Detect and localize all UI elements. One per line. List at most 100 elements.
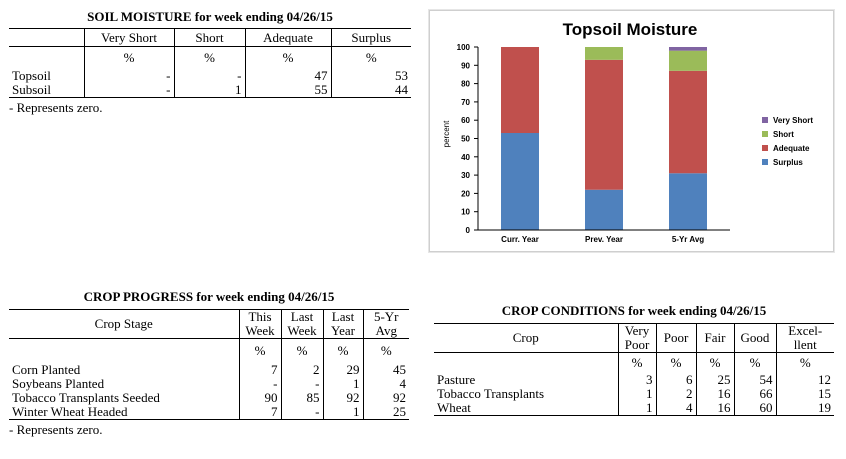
soil-moisture-title: SOIL MOISTURE for week ending 04/26/15 [87, 9, 333, 24]
crop-progress-table: Crop Stage This Last Last 5-Yr Week Week… [9, 309, 409, 420]
crop-conditions-table: Crop Very Poor Fair Good Excel- Poor lle… [434, 323, 834, 416]
table-row: Soybeans Planted - - 1 4 [9, 377, 409, 391]
soil-unit: % [83, 46, 174, 69]
soil-col-header: Surplus [330, 28, 411, 47]
soil-cell: - [83, 69, 174, 83]
x-tick-label: 5-Yr Avg [672, 235, 704, 244]
table-row: Pasture 3 6 25 54 12 [434, 373, 834, 387]
conditions-cell: 60 [733, 401, 776, 416]
table-row: Winter Wheat Headed 7 - 1 25 [9, 405, 409, 420]
conditions-unit: % [617, 352, 656, 373]
soil-footnote: - Represents zero. [9, 100, 103, 115]
conditions-header-row-1: Crop Very Poor Fair Good Excel- [434, 323, 834, 353]
progress-unit: % [238, 338, 281, 363]
legend-label: Short [773, 130, 794, 139]
conditions-row-label: Pasture [437, 372, 476, 387]
progress-cell: 92 [322, 391, 363, 405]
conditions-cell: 3 [617, 373, 656, 387]
progress-row-label: Winter Wheat Headed [12, 404, 128, 419]
soil-unit: % [173, 46, 245, 69]
soil-col-header: Very Short [83, 28, 174, 47]
soil-moisture-table: Very Short Short Adequate Surplus % % % … [9, 28, 411, 98]
conditions-cell: 66 [733, 387, 776, 401]
legend-swatch [762, 145, 768, 151]
conditions-unit: % [695, 352, 734, 373]
conditions-cell: 2 [655, 387, 696, 401]
soil-col-header: Adequate [244, 28, 331, 47]
soil-cell: 47 [244, 69, 331, 83]
progress-cell: 1 [322, 405, 363, 420]
legend-label: Adequate [773, 144, 810, 153]
soil-unit-blank [9, 47, 84, 70]
chart-title: Topsoil Moisture [563, 20, 698, 39]
conditions-cell: 1 [617, 401, 656, 416]
conditions-unit-row: % % % % % [434, 352, 834, 374]
bar-segment [669, 70, 707, 174]
progress-cell: - [280, 377, 323, 391]
progress-cell: 90 [238, 391, 281, 405]
progress-col-header: Avg [362, 324, 409, 339]
conditions-cell: 54 [733, 373, 776, 387]
legend-swatch [762, 117, 768, 123]
conditions-unit: % [775, 352, 834, 373]
y-tick-label: 40 [461, 153, 470, 162]
chart-y-axis: 0 10 20 30 40 50 60 70 80 90 100 [457, 43, 479, 235]
chart-ylabel: percent [442, 120, 451, 147]
soil-cell: 44 [330, 83, 411, 98]
conditions-cell: 19 [775, 401, 834, 416]
progress-row-label: Corn Planted [12, 362, 81, 377]
y-tick-label: 90 [461, 61, 470, 70]
bar-segment [669, 47, 707, 51]
table-row: Corn Planted 7 2 29 45 [9, 363, 409, 377]
conditions-row-label: Tobacco Transplants [437, 386, 545, 401]
progress-row-label: Tobacco Transplants Seeded [12, 390, 160, 405]
conditions-col-header: Excel- [775, 323, 834, 338]
conditions-col-header: Good [733, 323, 776, 353]
progress-cell: 1 [322, 377, 363, 391]
table-row: Tobacco Transplants 1 2 16 66 15 [434, 387, 834, 401]
progress-col-header: 5-Yr [362, 309, 409, 324]
progress-cell: 7 [238, 405, 281, 420]
progress-cell: 45 [362, 363, 409, 377]
soil-col-header: Short [173, 28, 245, 47]
conditions-cell: 16 [695, 387, 734, 401]
chart-x-axis: Curr. Year Prev. Year 5-Yr Avg [478, 229, 730, 244]
progress-cell: 85 [280, 391, 323, 405]
progress-unit: % [362, 338, 409, 363]
conditions-unit-blank [434, 353, 618, 374]
y-tick-label: 20 [461, 189, 470, 198]
conditions-col-header: llent [775, 338, 834, 353]
chart-legend: Very Short Short Adequate Surplus [762, 116, 813, 167]
soil-cell: - [83, 83, 174, 98]
bar-segment [585, 59, 623, 190]
conditions-header-row-2: Poor llent [434, 338, 834, 353]
conditions-col-header: Poor [655, 323, 696, 353]
bar-segment [669, 50, 707, 71]
progress-col-header: Last [280, 309, 323, 324]
soil-row-label: Subsoil [12, 82, 52, 97]
bar-segment [501, 47, 539, 134]
progress-cell: 2 [280, 363, 323, 377]
progress-cell: 4 [362, 377, 409, 391]
conditions-cell: 1 [617, 387, 656, 401]
y-tick-label: 100 [457, 43, 471, 52]
progress-cell: - [280, 405, 323, 420]
topsoil-moisture-chart: Topsoil Moisture percent 0 10 20 30 40 50 60 70… [429, 10, 834, 252]
progress-unit: % [322, 338, 363, 363]
progress-header-row-1: Crop Stage This Last Last 5-Yr [9, 309, 409, 339]
bar-segment [585, 47, 623, 60]
conditions-col-header: Poor [617, 338, 656, 353]
progress-col-header: Week [280, 324, 323, 339]
y-tick-label: 10 [461, 208, 470, 217]
conditions-col-header: Very [617, 323, 656, 338]
bar-segment [585, 189, 623, 230]
conditions-cell: 16 [695, 401, 734, 416]
progress-stage-header: Crop Stage [9, 309, 239, 339]
progress-unit: % [280, 338, 323, 363]
y-tick-label: 0 [466, 226, 471, 235]
bar-segment [501, 133, 539, 230]
table-row: Subsoil - 1 55 44 [9, 83, 411, 98]
y-tick-label: 70 [461, 98, 470, 107]
legend-label: Surplus [773, 158, 803, 167]
soil-cell: 55 [244, 83, 331, 98]
